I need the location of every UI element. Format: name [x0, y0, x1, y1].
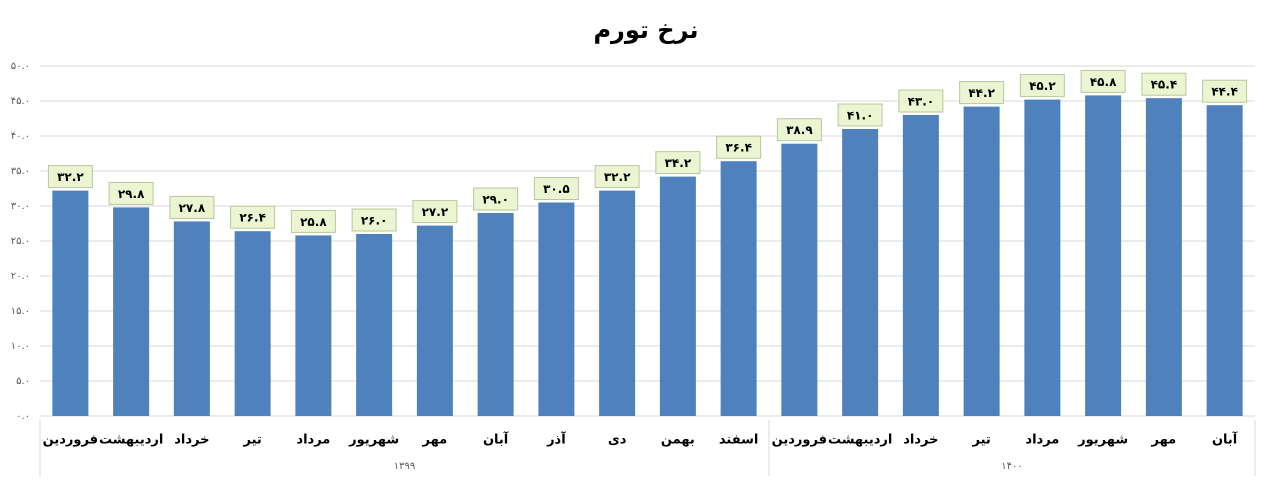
x-tick-label: مرداد [296, 433, 330, 448]
bar [1145, 98, 1182, 416]
y-tick-label: ۰.۰ [16, 411, 30, 422]
bar [52, 190, 89, 416]
bar [781, 143, 818, 416]
value-label-box [230, 205, 276, 229]
value-label: ۴۴.۲ [968, 86, 995, 100]
x-tick-label: آذر [546, 431, 566, 448]
x-tick-label: اردیبهشت [828, 433, 892, 448]
y-tick-label: ۴۰.۰ [11, 131, 30, 142]
value-label: ۳۶.۴ [725, 141, 752, 155]
bar [416, 225, 453, 416]
bar [113, 207, 150, 416]
value-label-box [473, 187, 519, 211]
y-tick-label: ۲۵.۰ [11, 236, 30, 247]
y-tick-label: ۳۵.۰ [11, 166, 30, 177]
x-tick-label: فروردین [772, 433, 827, 448]
value-label: ۳۲.۲ [604, 170, 631, 184]
x-tick-label: اسفند [719, 433, 758, 448]
y-tick-label: ۱۰.۰ [11, 341, 30, 352]
value-label-box [898, 89, 944, 113]
x-tick-label: آبان [483, 431, 509, 448]
y-tick-label: ۳۰.۰ [11, 201, 30, 212]
value-label: ۲۹.۰ [482, 193, 509, 207]
x-tick-label: شهریور [348, 433, 399, 448]
value-label-box [837, 103, 883, 127]
value-label: ۳۰.۵ [543, 182, 570, 196]
bar [599, 190, 636, 416]
bar [842, 129, 879, 416]
value-label: ۲۵.۸ [300, 215, 327, 229]
value-label-box [290, 209, 336, 233]
bar [173, 221, 210, 416]
value-label: ۴۵.۴ [1151, 78, 1178, 92]
value-label: ۳۸.۹ [786, 123, 813, 137]
value-label-box [776, 118, 822, 142]
value-label-box [959, 81, 1005, 105]
value-label-box [594, 165, 640, 189]
value-label-box [351, 208, 397, 232]
value-label-box [169, 195, 215, 219]
x-tick-label: بهمن [661, 433, 695, 448]
bar [234, 231, 271, 416]
y-tick-label: ۲۰.۰ [11, 271, 30, 282]
value-label-box [1141, 72, 1187, 96]
value-label: ۳۲.۲ [57, 170, 84, 184]
value-label: ۴۳.۰ [908, 95, 935, 109]
group-label: ۱۴۰۰ [1001, 461, 1022, 472]
value-label-box [47, 165, 93, 189]
x-tick-label: فروردین [43, 433, 98, 448]
value-label-box [412, 200, 458, 224]
value-label: ۲۹.۸ [118, 187, 145, 201]
value-label: ۲۶.۴ [239, 211, 266, 225]
value-label: ۴۵.۸ [1090, 75, 1117, 89]
value-label: ۲۶.۰ [361, 214, 388, 228]
value-label: ۴۵.۲ [1029, 79, 1056, 93]
bar [295, 235, 332, 416]
chart-title: نرخ تورم [593, 16, 698, 44]
value-label-box [533, 177, 579, 200]
bar [538, 202, 575, 416]
x-tick-label: مهر [1151, 433, 1177, 448]
bar [356, 234, 393, 416]
bar [902, 115, 939, 416]
y-tick-label: ۱۵.۰ [11, 306, 30, 317]
x-tick-label: شهریور [1077, 433, 1128, 448]
value-label-box [1202, 79, 1248, 103]
bar [1024, 99, 1061, 416]
group-label: ۱۳۹۹ [394, 461, 415, 472]
bar [659, 176, 696, 416]
x-tick-label: دی [608, 433, 627, 448]
value-label: ۴۴.۴ [1211, 85, 1238, 99]
bar [1085, 95, 1122, 417]
x-tick-label: تیر [971, 433, 990, 448]
bar [720, 161, 757, 416]
x-tick-label: خرداد [174, 433, 209, 448]
y-tick-label: ۵.۰ [16, 376, 30, 387]
value-label-box [108, 181, 154, 205]
x-tick-label: مهر [422, 433, 448, 448]
x-tick-label: تیر [242, 433, 261, 448]
y-tick-label: ۴۵.۰ [11, 96, 30, 107]
bar [1206, 105, 1243, 416]
x-tick-label: مرداد [1025, 433, 1059, 448]
value-label-box [716, 135, 762, 159]
bar [963, 106, 1000, 416]
y-tick-label: ۵۰.۰ [11, 61, 30, 72]
value-label: ۲۷.۲ [422, 205, 449, 219]
value-label-box [1019, 74, 1065, 98]
x-tick-label: خرداد [903, 433, 938, 448]
value-label: ۴۱.۰ [847, 109, 874, 123]
value-label: ۳۴.۲ [665, 156, 692, 170]
value-label-box [655, 151, 701, 175]
value-label: ۲۷.۸ [179, 201, 206, 215]
value-label-box [1080, 69, 1126, 93]
bar [477, 213, 514, 416]
x-tick-label: اردیبهشت [99, 433, 163, 448]
x-tick-label: آبان [1212, 431, 1238, 448]
